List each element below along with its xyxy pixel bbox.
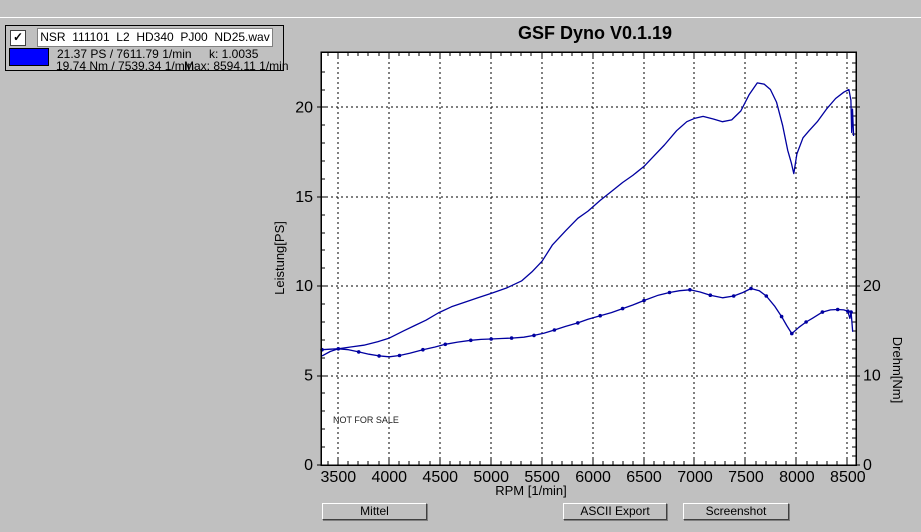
right-axis-label: Drehm[Nm] (890, 337, 905, 403)
plot-border (320, 51, 857, 466)
screenshot-button[interactable]: Screenshot (683, 503, 789, 520)
torque-marker (846, 309, 850, 314)
torque-marker (576, 321, 580, 325)
chart-title: GSF Dyno V0.1.19 (518, 23, 672, 43)
power-peak-text: 21.37 PS / 7611.79 1/min (57, 47, 192, 61)
torque-marker (552, 328, 557, 332)
torque-marker (532, 333, 536, 338)
svg-text:15: 15 (295, 189, 313, 206)
svg-text:7000: 7000 (677, 469, 713, 486)
svg-text:7500: 7500 (728, 469, 764, 486)
svg-text:3500: 3500 (321, 469, 357, 486)
mittel-button[interactable]: Mittel (322, 503, 427, 520)
torque-marker (421, 347, 425, 352)
torque-marker (397, 353, 402, 358)
torque-marker (779, 314, 784, 319)
grid-lines (321, 52, 856, 465)
torque-marker (749, 286, 753, 291)
svg-text:10: 10 (295, 278, 313, 295)
filename-field[interactable]: NSR 111101 L2 HD340 PJ00 ND25.wav (37, 28, 273, 47)
torque-marker (620, 306, 625, 311)
torque-marker (764, 294, 769, 298)
torque-marker (469, 338, 473, 343)
curve-power (321, 82, 855, 357)
torque-marker (849, 310, 853, 314)
svg-text:5500: 5500 (524, 469, 560, 486)
svg-text:10: 10 (863, 368, 881, 385)
torque-marker (667, 290, 672, 295)
torque-marker (835, 307, 840, 312)
svg-text:4000: 4000 (371, 469, 407, 486)
k-factor-text: k: 1.0035 (209, 47, 259, 61)
svg-text:6000: 6000 (575, 469, 611, 486)
torque-marker (820, 310, 825, 314)
torque-marker (336, 347, 341, 351)
torque-marker (642, 298, 646, 303)
torque-marker (598, 313, 602, 318)
ascii-export-button[interactable]: ASCII Export (563, 503, 667, 520)
torque-marker (708, 293, 713, 298)
svg-text:5000: 5000 (473, 469, 509, 486)
svg-text:0: 0 (863, 457, 872, 474)
torque-marker (688, 288, 692, 292)
x-axis-label: RPM [1/min] (495, 483, 567, 498)
svg-text:4500: 4500 (422, 469, 458, 486)
torque-marker (731, 294, 736, 298)
svg-text:6500: 6500 (626, 469, 662, 486)
legend-box: ✓ NSR 111101 L2 HD340 PJ00 ND25.wav 21.3… (5, 25, 289, 73)
series-color-swatch (9, 48, 49, 66)
torque-marker (509, 336, 514, 340)
torque-marker (790, 331, 794, 336)
torque-marker (356, 350, 361, 354)
curve-torque (321, 287, 854, 358)
torque-marker (489, 337, 494, 341)
svg-text:0: 0 (304, 457, 313, 474)
plot-area: 3500 4000 4500 5000 5500 6000 6500 7000 7500 8000… (295, 51, 881, 486)
tick-labels: 3500 4000 4500 5000 5500 6000 6500 7000 7500 8000… (295, 99, 881, 486)
svg-text:20: 20 (863, 278, 881, 295)
not-for-sale-watermark: NOT FOR SALE (333, 415, 399, 425)
series-visibility-checkbox[interactable]: ✓ (10, 30, 26, 46)
svg-text:5: 5 (304, 368, 313, 385)
svg-text:20: 20 (295, 99, 313, 116)
max-rpm-text: Max: 8594.11 1/min (184, 59, 289, 73)
checkmark-icon: ✓ (12, 30, 24, 44)
svg-text:8500: 8500 (830, 469, 866, 486)
left-axis-label: Leistung[PS] (272, 221, 287, 295)
torque-marker (804, 320, 808, 324)
torque-marker (443, 342, 448, 347)
torque-peak-text: 19.74 Nm / 7539.34 1/min (56, 59, 195, 73)
panel-highlight-line (0, 17, 921, 18)
torque-marker (377, 354, 381, 358)
svg-text:8000: 8000 (779, 469, 815, 486)
